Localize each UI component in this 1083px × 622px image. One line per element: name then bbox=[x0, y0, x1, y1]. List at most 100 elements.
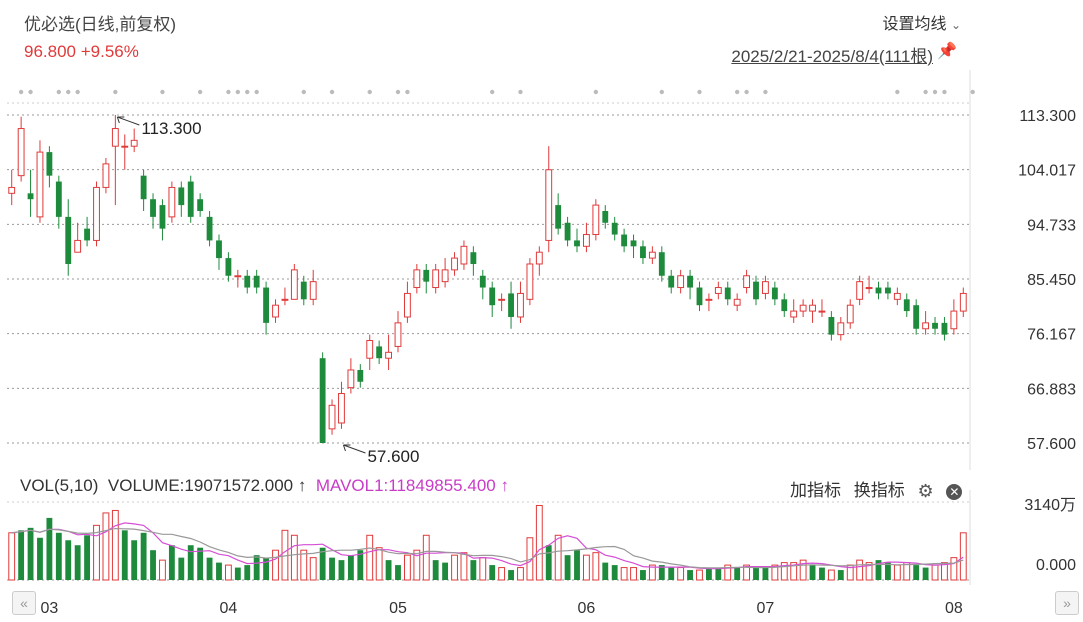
candle[interactable] bbox=[922, 311, 930, 335]
volume-bar[interactable] bbox=[111, 509, 119, 581]
event-marker[interactable] bbox=[113, 89, 118, 95]
candle[interactable] bbox=[564, 216, 571, 247]
scroll-right-icon[interactable]: » bbox=[1055, 591, 1079, 615]
volume-bar[interactable] bbox=[37, 537, 43, 580]
event-marker[interactable] bbox=[18, 89, 24, 95]
event-marker[interactable] bbox=[395, 89, 401, 95]
candle[interactable] bbox=[611, 216, 618, 241]
candle[interactable] bbox=[216, 234, 222, 270]
volume-bar[interactable] bbox=[799, 559, 807, 581]
volume-bar[interactable] bbox=[18, 530, 25, 580]
candle[interactable] bbox=[535, 246, 543, 276]
volume-bar[interactable] bbox=[451, 554, 458, 581]
volume-bar[interactable] bbox=[121, 530, 128, 580]
candle[interactable] bbox=[781, 293, 788, 317]
candle[interactable] bbox=[441, 258, 449, 288]
volume-bar[interactable] bbox=[574, 550, 580, 580]
event-marker[interactable] bbox=[895, 89, 900, 95]
candle[interactable] bbox=[677, 269, 685, 294]
candle[interactable] bbox=[121, 134, 129, 170]
event-marker[interactable] bbox=[942, 89, 947, 95]
candle[interactable] bbox=[290, 263, 298, 300]
gear-icon[interactable]: ⚙ bbox=[917, 481, 934, 502]
candle[interactable] bbox=[498, 293, 506, 312]
candle[interactable] bbox=[771, 281, 778, 306]
volume-bar[interactable] bbox=[893, 564, 901, 581]
volume-bar[interactable] bbox=[611, 565, 618, 580]
candle[interactable] bbox=[150, 193, 156, 229]
volume-bar[interactable] bbox=[648, 564, 656, 581]
candle[interactable] bbox=[244, 269, 251, 294]
candle[interactable] bbox=[526, 258, 534, 306]
event-marker[interactable] bbox=[235, 89, 241, 95]
volume-bar[interactable] bbox=[460, 552, 468, 581]
volume-bar[interactable] bbox=[564, 555, 571, 580]
volume-bar[interactable] bbox=[827, 569, 835, 581]
event-marker[interactable] bbox=[970, 89, 975, 95]
volume-bar[interactable] bbox=[592, 552, 600, 581]
candle[interactable] bbox=[27, 169, 34, 217]
candle[interactable] bbox=[130, 128, 138, 153]
event-marker[interactable] bbox=[923, 89, 928, 95]
candle[interactable] bbox=[724, 281, 731, 306]
event-marker[interactable] bbox=[301, 89, 306, 95]
event-marker[interactable] bbox=[367, 89, 372, 95]
volume-bar[interactable] bbox=[640, 570, 646, 580]
volume-bar[interactable] bbox=[809, 565, 816, 580]
volume-bar[interactable] bbox=[300, 549, 308, 581]
candle[interactable] bbox=[206, 210, 213, 247]
volume-bar[interactable] bbox=[819, 567, 825, 580]
candle[interactable] bbox=[84, 216, 91, 247]
volume-bar[interactable] bbox=[375, 547, 383, 581]
candle[interactable] bbox=[460, 240, 468, 270]
candle[interactable] bbox=[479, 269, 486, 300]
candle[interactable] bbox=[93, 181, 100, 247]
candle[interactable] bbox=[959, 287, 967, 317]
candle[interactable] bbox=[856, 275, 864, 306]
candle[interactable] bbox=[65, 199, 72, 276]
volume-bar[interactable] bbox=[140, 532, 147, 580]
candle[interactable] bbox=[197, 193, 204, 217]
candle[interactable] bbox=[394, 311, 402, 353]
candle[interactable] bbox=[432, 263, 440, 294]
volume-bar[interactable] bbox=[290, 534, 298, 581]
volume-bar[interactable] bbox=[884, 562, 891, 580]
candle[interactable] bbox=[168, 181, 176, 223]
event-marker[interactable] bbox=[405, 89, 410, 95]
candle[interactable] bbox=[545, 146, 553, 253]
candle[interactable] bbox=[281, 287, 289, 306]
candlestick-chart[interactable]: 113.300 104.017 94.733 85.450 76.167 66.883 57… bbox=[0, 0, 1083, 470]
volume-bar[interactable] bbox=[102, 512, 110, 581]
volume-bar[interactable] bbox=[526, 537, 534, 581]
candle[interactable] bbox=[253, 269, 260, 294]
scroll-left-icon[interactable]: « bbox=[12, 591, 36, 615]
volume-bar[interactable] bbox=[338, 560, 345, 580]
volume-bar[interactable] bbox=[197, 547, 204, 580]
candle[interactable] bbox=[46, 146, 53, 188]
volume-bar[interactable] bbox=[442, 562, 449, 580]
event-marker[interactable] bbox=[329, 89, 335, 95]
candle[interactable] bbox=[36, 140, 44, 223]
candle[interactable] bbox=[187, 175, 194, 223]
add-indicator-button[interactable]: 加指标 bbox=[790, 481, 841, 500]
event-marker[interactable] bbox=[254, 89, 259, 95]
volume-bar[interactable] bbox=[159, 559, 166, 581]
volume-bar[interactable] bbox=[950, 557, 958, 581]
candle[interactable] bbox=[178, 181, 185, 217]
candle[interactable] bbox=[413, 263, 421, 294]
volume-bar[interactable] bbox=[403, 554, 411, 581]
candle[interactable] bbox=[809, 299, 816, 323]
volume-bar[interactable] bbox=[413, 549, 421, 581]
volume-bar[interactable] bbox=[941, 562, 948, 581]
volume-bar[interactable] bbox=[309, 557, 317, 581]
event-marker[interactable] bbox=[245, 89, 250, 95]
candle[interactable] bbox=[102, 157, 110, 194]
volume-bar[interactable] bbox=[875, 560, 882, 580]
candle[interactable] bbox=[300, 275, 307, 306]
volume-bar[interactable] bbox=[658, 565, 665, 580]
volume-bar[interactable] bbox=[762, 567, 769, 580]
candle[interactable] bbox=[865, 275, 873, 294]
volume-bar[interactable] bbox=[385, 560, 392, 580]
candle[interactable] bbox=[733, 293, 741, 312]
candle[interactable] bbox=[366, 334, 374, 370]
